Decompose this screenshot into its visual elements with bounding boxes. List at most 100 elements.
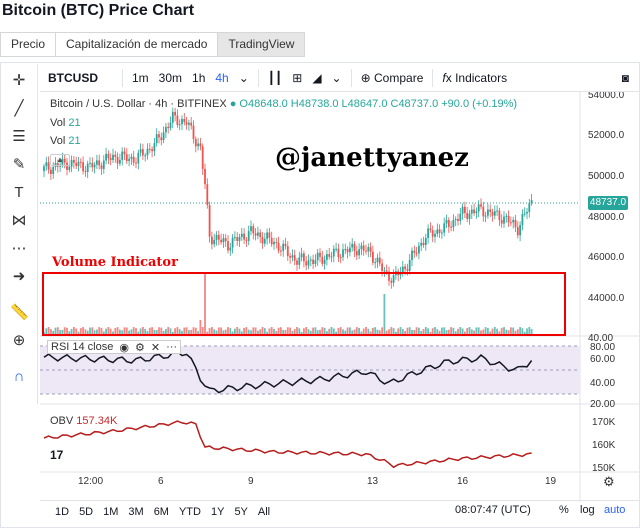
- ruler-icon[interactable]: 📏: [10, 304, 29, 321]
- volume-bar: [132, 327, 135, 334]
- compare-button[interactable]: ⊕ Compare: [356, 71, 429, 85]
- candle-body: [238, 236, 241, 241]
- range-all[interactable]: All: [257, 505, 271, 518]
- indicators-button[interactable]: fx Indicators: [437, 71, 512, 85]
- tab-precio[interactable]: Precio: [0, 32, 56, 57]
- volume-bar: [82, 327, 84, 334]
- text-icon[interactable]: T: [14, 184, 24, 201]
- volume-bar: [77, 331, 80, 334]
- volume-bar: [273, 328, 275, 334]
- gear-icon[interactable]: ⚙: [134, 341, 145, 354]
- candle-body: [362, 245, 365, 251]
- volume-bar: [312, 327, 314, 334]
- candle-body: [401, 266, 404, 273]
- interval-1h[interactable]: 1h: [192, 70, 206, 85]
- chevron-down-icon[interactable]: ⌄: [331, 70, 342, 85]
- candle-body: [489, 209, 492, 212]
- collapse-legend-button[interactable]: ▲: [50, 154, 70, 166]
- candle-body: [530, 200, 533, 204]
- candle-body: [420, 242, 423, 246]
- volume-bar: [286, 327, 289, 334]
- crosshair-icon[interactable]: ✛: [12, 72, 26, 89]
- zoom-icon[interactable]: ⊕: [12, 332, 26, 349]
- candle-body: [201, 146, 204, 169]
- range-3m[interactable]: 3M: [128, 505, 144, 518]
- eye-icon[interactable]: ◉: [119, 341, 129, 354]
- candle-body: [70, 159, 73, 167]
- range-1m[interactable]: 1M: [103, 505, 119, 518]
- candle-body: [270, 237, 273, 245]
- range-1d[interactable]: 1D: [55, 505, 70, 518]
- tab-tradingview[interactable]: TradingView: [217, 32, 306, 57]
- candle-body: [385, 270, 388, 272]
- area-icon[interactable]: ◢: [312, 70, 322, 85]
- candle-body: [378, 257, 381, 264]
- candle-body: [91, 162, 94, 168]
- candle-body: [114, 154, 117, 157]
- volume-bar: [339, 327, 342, 334]
- volume-bar: [500, 327, 503, 334]
- close-icon[interactable]: ✕: [150, 341, 161, 354]
- candle-body: [342, 249, 344, 258]
- auto-toggle[interactable]: auto: [604, 504, 626, 516]
- volume-bar: [229, 327, 232, 334]
- price-chart[interactable]: 54000.0 52000.0 50000.0 48000.0 46000.0 …: [40, 92, 640, 502]
- magnet-icon[interactable]: ∩: [13, 368, 25, 385]
- interval-4h[interactable]: 4h: [215, 70, 229, 85]
- candle-body: [431, 230, 434, 237]
- candle-body: [510, 222, 512, 224]
- chevron-down-icon[interactable]: ⌄: [238, 70, 249, 85]
- range-1y[interactable]: 1Y: [210, 505, 225, 518]
- range-6m[interactable]: 6M: [153, 505, 169, 518]
- fib-icon[interactable]: ☰: [12, 128, 26, 145]
- utc-clock[interactable]: 08:07:47 (UTC): [455, 504, 531, 516]
- tradingview-logo-icon[interactable]: 17: [50, 448, 64, 462]
- candle-body: [519, 225, 521, 236]
- volume-bar: [119, 329, 121, 334]
- volume-bar: [277, 327, 280, 334]
- more-icon[interactable]: ···: [166, 341, 178, 353]
- measure-icon[interactable]: ⋯: [11, 240, 27, 257]
- tab-market-cap[interactable]: Capitalización de mercado: [55, 32, 218, 57]
- camera-icon[interactable]: ◙: [621, 70, 629, 85]
- candle-body: [89, 162, 91, 164]
- candle-body: [475, 211, 478, 214]
- volume-bar: [415, 327, 418, 334]
- bars-icon[interactable]: ┃┃: [267, 70, 283, 85]
- candle-body: [125, 154, 128, 162]
- volume-bar: [434, 327, 436, 334]
- volume-bar: [211, 327, 213, 334]
- range-5y[interactable]: 5Y: [234, 505, 248, 518]
- volume-bar: [305, 327, 308, 334]
- interval-30m[interactable]: 30m: [158, 70, 183, 85]
- volume-bar: [395, 331, 397, 334]
- percent-toggle[interactable]: %: [559, 504, 569, 516]
- gear-icon[interactable]: ⚙: [603, 474, 615, 489]
- log-toggle[interactable]: log: [580, 504, 595, 516]
- brush-icon[interactable]: ✎: [12, 156, 26, 173]
- volume-bar: [270, 327, 273, 334]
- tabs: Precio Capitalización de mercado Trading…: [0, 32, 306, 57]
- pattern-icon[interactable]: ⋈: [11, 212, 27, 229]
- candle-body: [178, 124, 181, 126]
- candle-body: [257, 232, 259, 236]
- volume-bar: [473, 330, 475, 334]
- candle-body: [176, 115, 179, 125]
- trendline-icon[interactable]: ╱: [14, 100, 24, 117]
- volume-bar: [73, 327, 75, 334]
- arrow-icon[interactable]: ➜: [12, 268, 26, 285]
- candle-body: [102, 160, 105, 169]
- volume-bar: [96, 329, 98, 334]
- candle-body: [326, 254, 328, 260]
- volume-bar: [452, 327, 455, 334]
- symbol-search[interactable]: BTCUSD: [48, 70, 98, 85]
- range-5d[interactable]: 5D: [79, 505, 94, 518]
- interval-1m[interactable]: 1m: [132, 70, 149, 85]
- volume-bar: [475, 327, 478, 334]
- candle-body: [353, 243, 356, 251]
- range-ytd[interactable]: YTD: [178, 505, 201, 518]
- volume-bar: [427, 328, 429, 334]
- volume-bar: [220, 327, 222, 334]
- volume-bar: [443, 327, 446, 334]
- candles-icon[interactable]: ⊞: [292, 70, 303, 85]
